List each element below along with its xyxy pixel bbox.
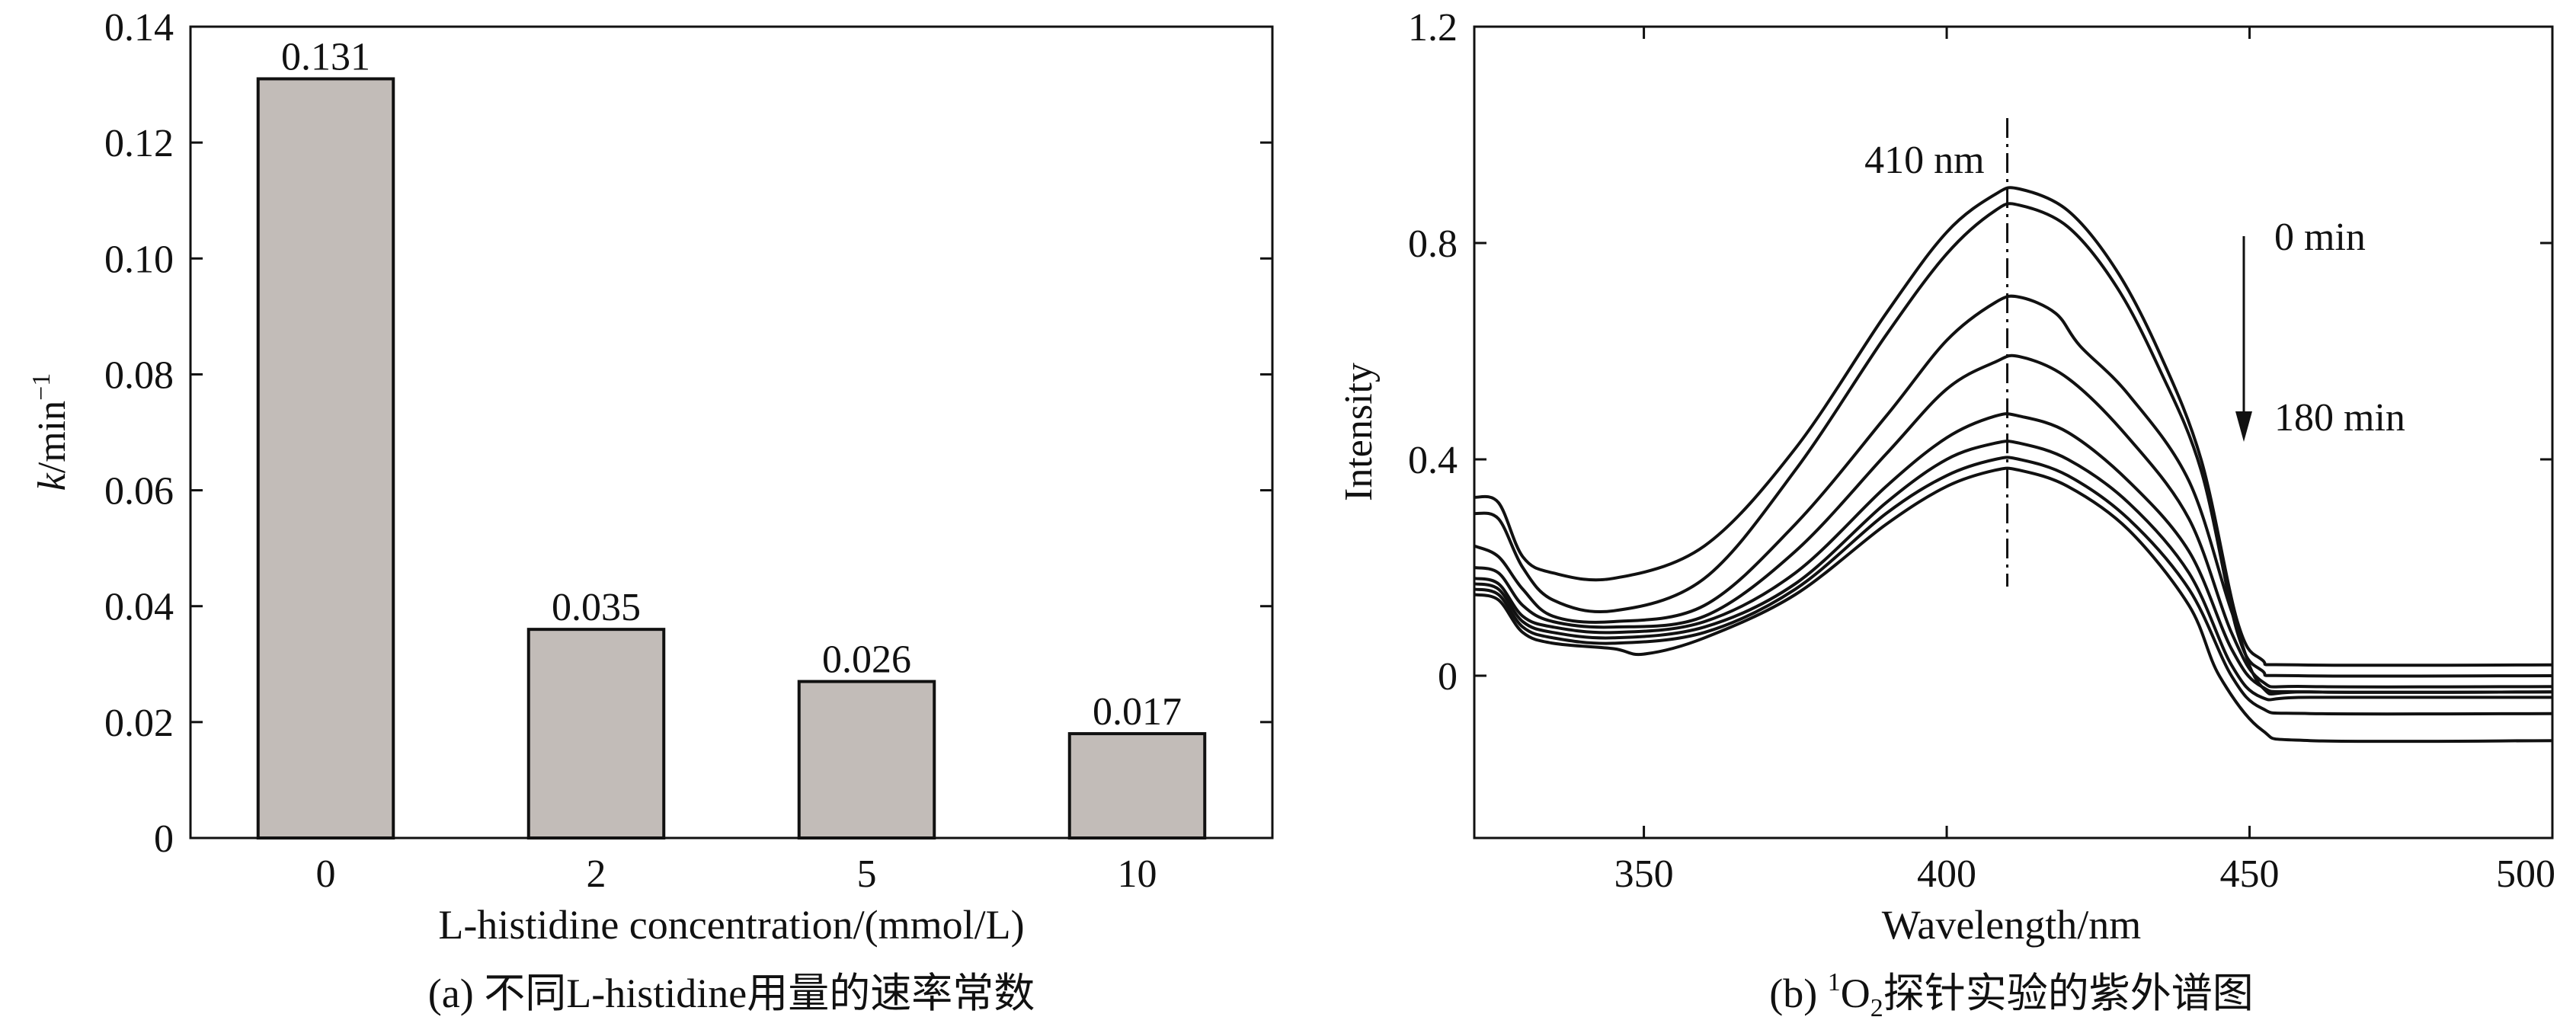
b-ytick-label: 0 [1438,655,1458,699]
panel-b-xlabel: Wavelength/nm [1882,902,2142,948]
panel-b-ytick-labels: 0 0.4 0.8 1.2 [1408,6,1458,699]
a-ytick-label: 0.10 [104,238,174,281]
caption-b-prefix: (b) [1769,971,1827,1016]
data-label-10: 0.017 [1093,690,1182,734]
b-xtick-label: 350 [1614,852,1674,896]
b-ytick-label: 0.4 [1408,439,1458,482]
panel-a-xlabel: L-histidine concentration/(mmol/L) [438,902,1024,948]
panel-a-data-labels: 0.131 0.035 0.026 0.017 [281,35,1182,734]
panel-a-ytick-labels: 0 0.02 0.04 0.06 0.08 0.10 0.12 0.14 [104,6,174,861]
panel-a-frame [189,25,1274,840]
ylabel-exp: −1 [27,373,56,401]
data-label-5: 0.026 [822,638,911,682]
caption-b-sub: 2 [1870,994,1883,1022]
a-ytick-label: 0.08 [104,353,174,397]
a-ytick-label: 0 [154,817,174,861]
arrow-start-label: 0 min [2274,216,2366,259]
panel-a: 0 0.02 0.04 0.06 0.08 0.10 0.12 0.14 0 2 5 10 0.13… [27,6,1274,1016]
series-line-s7 [1474,456,2553,716]
caption-b-sup: 1 [1828,968,1841,996]
bar-0 [256,77,395,840]
panel-b-caption: (b) 1O2探针实验的紫外谱图 [1769,968,2253,1022]
series-line-s5 [1474,412,2553,694]
b-xtick-label: 400 [1917,852,1976,896]
panel-a-xtick-labels: 0 2 5 10 [316,852,1157,896]
series-line-s2 [1474,202,2553,678]
panel-b-series [1474,186,2553,744]
a-xtick-label: 10 [1118,852,1157,896]
ylabel-unit: /min [30,401,74,473]
caption-b-o: O [1841,971,1870,1016]
b-xtick-label: 450 [2220,852,2280,896]
panel-a-caption: (a) 不同L-histidine用量的速率常数 [428,971,1035,1016]
b-xtick-label: 500 [2496,852,2555,896]
data-label-0: 0.131 [281,35,370,78]
a-ytick-label: 0.12 [104,122,174,165]
series-line-s3 [1474,294,2553,696]
panel-b: 0 0.4 0.8 1.2 350 400 450 500 410 nm 0 min 180… [1337,6,2555,1022]
series-line-s4 [1474,353,2553,689]
arrow-end-label: 180 min [2274,396,2405,440]
series-line-s1 [1474,186,2553,667]
time-arrow-head [2235,411,2252,442]
ylabel-k: k [30,472,74,491]
series-line-s6 [1474,440,2552,702]
bar-2 [526,628,666,840]
panel-a-ylabel: k/min−1 [27,373,74,491]
panel-a-bars [256,77,1207,840]
a-xtick-label: 5 [857,852,877,896]
svg-text:k/min−1: k/min−1 [27,373,74,491]
time-arrow [2235,236,2252,442]
reference-label: 410 nm [1864,139,1984,182]
a-xtick-label: 2 [587,852,606,896]
panel-b-ylabel: Intensity [1337,363,1381,501]
b-ytick-label: 0.8 [1408,222,1458,266]
caption-b-suffix: 探针实验的紫外谱图 [1883,971,2254,1016]
series-line-s8 [1474,466,2553,744]
bar-10 [1067,732,1207,840]
panel-b-frame [1473,25,2554,840]
a-xtick-label: 0 [316,852,336,896]
panel-b-xtick-labels: 350 400 450 500 [1614,852,2555,896]
a-ytick-label: 0.06 [104,470,174,513]
bar-5 [797,680,936,840]
a-ytick-label: 0.02 [104,702,174,745]
data-label-2: 0.035 [552,586,641,629]
a-ytick-label: 0.14 [104,6,174,50]
a-ytick-label: 0.04 [104,586,174,629]
b-ytick-label: 1.2 [1408,6,1458,50]
